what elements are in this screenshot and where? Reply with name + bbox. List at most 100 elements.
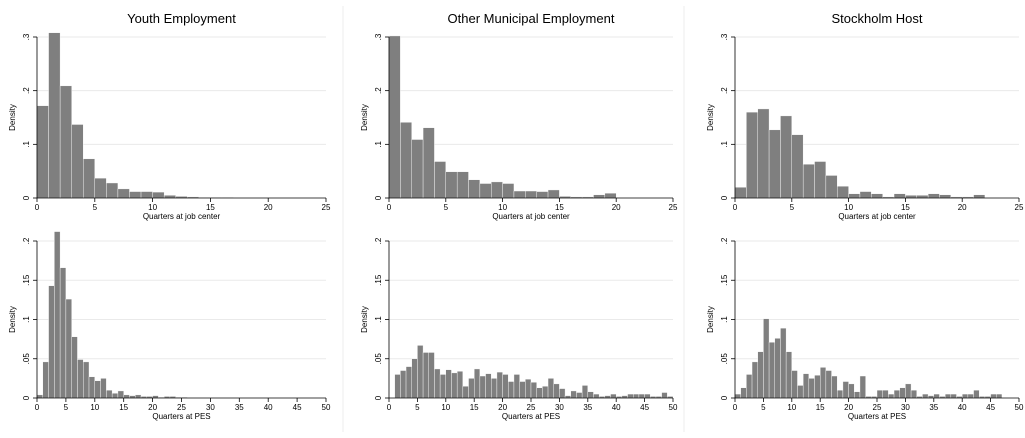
y-tick-label: .1 xyxy=(720,316,729,323)
x-tick-label: 5 xyxy=(790,203,795,212)
histogram-bar xyxy=(525,190,537,199)
histogram-bar xyxy=(106,182,119,199)
histogram-bar xyxy=(893,193,906,199)
histogram-bar xyxy=(848,383,855,399)
x-tick-label: 10 xyxy=(844,203,853,212)
histogram-bar xyxy=(893,389,900,399)
histogram-bar xyxy=(910,389,917,399)
histogram-bar xyxy=(496,371,503,399)
histogram-bar xyxy=(83,361,90,399)
histogram-bar xyxy=(746,111,758,199)
x-tick-label: 0 xyxy=(387,203,392,212)
x-axis-label: Quarters at job center xyxy=(492,212,570,221)
histogram-bar xyxy=(627,393,634,399)
x-tick-label: 20 xyxy=(612,203,621,212)
histogram-bar xyxy=(610,393,617,399)
histogram-bar xyxy=(77,359,84,399)
x-tick-label: 25 xyxy=(669,203,678,212)
y-tick-label: .2 xyxy=(720,87,729,94)
histogram-bar xyxy=(117,390,124,399)
histogram-bar xyxy=(780,115,793,199)
histogram-bar xyxy=(485,373,492,399)
y-axis-label: Density xyxy=(8,306,17,333)
histogram-bar xyxy=(536,387,543,399)
y-tick-label: .1 xyxy=(720,140,729,147)
panel-title: Youth Employment xyxy=(127,11,236,26)
histogram-bar xyxy=(559,388,566,399)
x-tick-label: 30 xyxy=(555,403,564,412)
x-tick-label: 20 xyxy=(844,403,853,412)
x-tick-label: 10 xyxy=(787,403,796,412)
histogram-bar xyxy=(394,374,401,399)
histogram-bar xyxy=(734,187,747,199)
histogram-bar xyxy=(48,285,55,399)
y-tick-label: .1 xyxy=(22,316,31,323)
y-tick-label: .3 xyxy=(374,33,383,40)
histogram-bar xyxy=(71,124,84,199)
x-tick-label: 0 xyxy=(35,403,40,412)
x-tick-label: 40 xyxy=(958,403,967,412)
y-tick-label: .2 xyxy=(720,237,729,244)
histogram-bar xyxy=(553,383,560,399)
histogram-bar xyxy=(456,371,464,399)
histogram-bar xyxy=(411,358,418,399)
histogram-bar xyxy=(768,129,781,199)
y-tick-label: .1 xyxy=(374,316,383,323)
x-tick-label: 40 xyxy=(612,403,621,412)
histogram-bar xyxy=(530,382,537,399)
histogram-bar xyxy=(939,194,952,199)
histogram-bar xyxy=(593,194,606,199)
x-tick-label: 15 xyxy=(555,203,564,212)
histogram-bar xyxy=(422,352,429,399)
histogram-bar xyxy=(400,370,407,399)
histogram-bar xyxy=(417,345,424,399)
histogram-bar xyxy=(746,374,753,399)
y-tick-label: .2 xyxy=(374,237,383,244)
x-tick-label: 10 xyxy=(148,203,157,212)
x-tick-label: 5 xyxy=(415,403,420,412)
y-tick-label: 0 xyxy=(374,395,383,400)
histogram-bar xyxy=(479,183,492,199)
histogram-bar xyxy=(768,342,775,399)
histogram-bar xyxy=(973,389,980,399)
histogram-bar xyxy=(36,105,49,199)
x-tick-label: 20 xyxy=(148,403,157,412)
x-tick-label: 20 xyxy=(958,203,967,212)
x-tick-label: 15 xyxy=(470,403,479,412)
histogram-bar xyxy=(434,368,441,399)
histogram-bar xyxy=(479,375,486,399)
histogram-bar xyxy=(734,393,741,399)
histogram-bar xyxy=(774,338,781,399)
x-tick-label: 15 xyxy=(206,203,215,212)
histogram-bar xyxy=(513,374,520,399)
y-tick-label: .15 xyxy=(374,274,383,286)
x-tick-label: 5 xyxy=(64,403,69,412)
histogram-bar xyxy=(962,393,969,399)
x-tick-label: 50 xyxy=(669,403,678,412)
histogram-bar xyxy=(519,381,526,399)
histogram-bar xyxy=(451,372,458,399)
y-tick-label: 0 xyxy=(720,395,729,400)
y-tick-label: 0 xyxy=(22,395,31,400)
histogram-bar xyxy=(456,171,469,199)
histogram-bar xyxy=(542,386,549,399)
y-tick-label: .3 xyxy=(22,33,31,40)
histogram-bar xyxy=(48,32,61,199)
x-tick-label: 50 xyxy=(1015,403,1024,412)
histogram-bar xyxy=(837,185,849,199)
histogram-bar xyxy=(899,387,906,399)
histogram-bar xyxy=(757,351,764,399)
histogram-bar xyxy=(525,378,532,399)
histogram-bar xyxy=(65,298,72,399)
x-tick-label: 45 xyxy=(293,403,302,412)
histogram-bar xyxy=(502,374,509,399)
histogram-bar xyxy=(135,394,142,399)
histogram-bar xyxy=(163,195,176,199)
histogram-bar xyxy=(36,394,43,399)
x-tick-label: 5 xyxy=(93,203,98,212)
histogram-bar xyxy=(802,163,815,199)
histogram-panel: 0 5 10 15 20 25 0 .1 .2 .3 Quarters at job center D… xyxy=(8,11,331,221)
histogram-bar xyxy=(152,191,165,199)
histogram-bar xyxy=(88,376,95,399)
